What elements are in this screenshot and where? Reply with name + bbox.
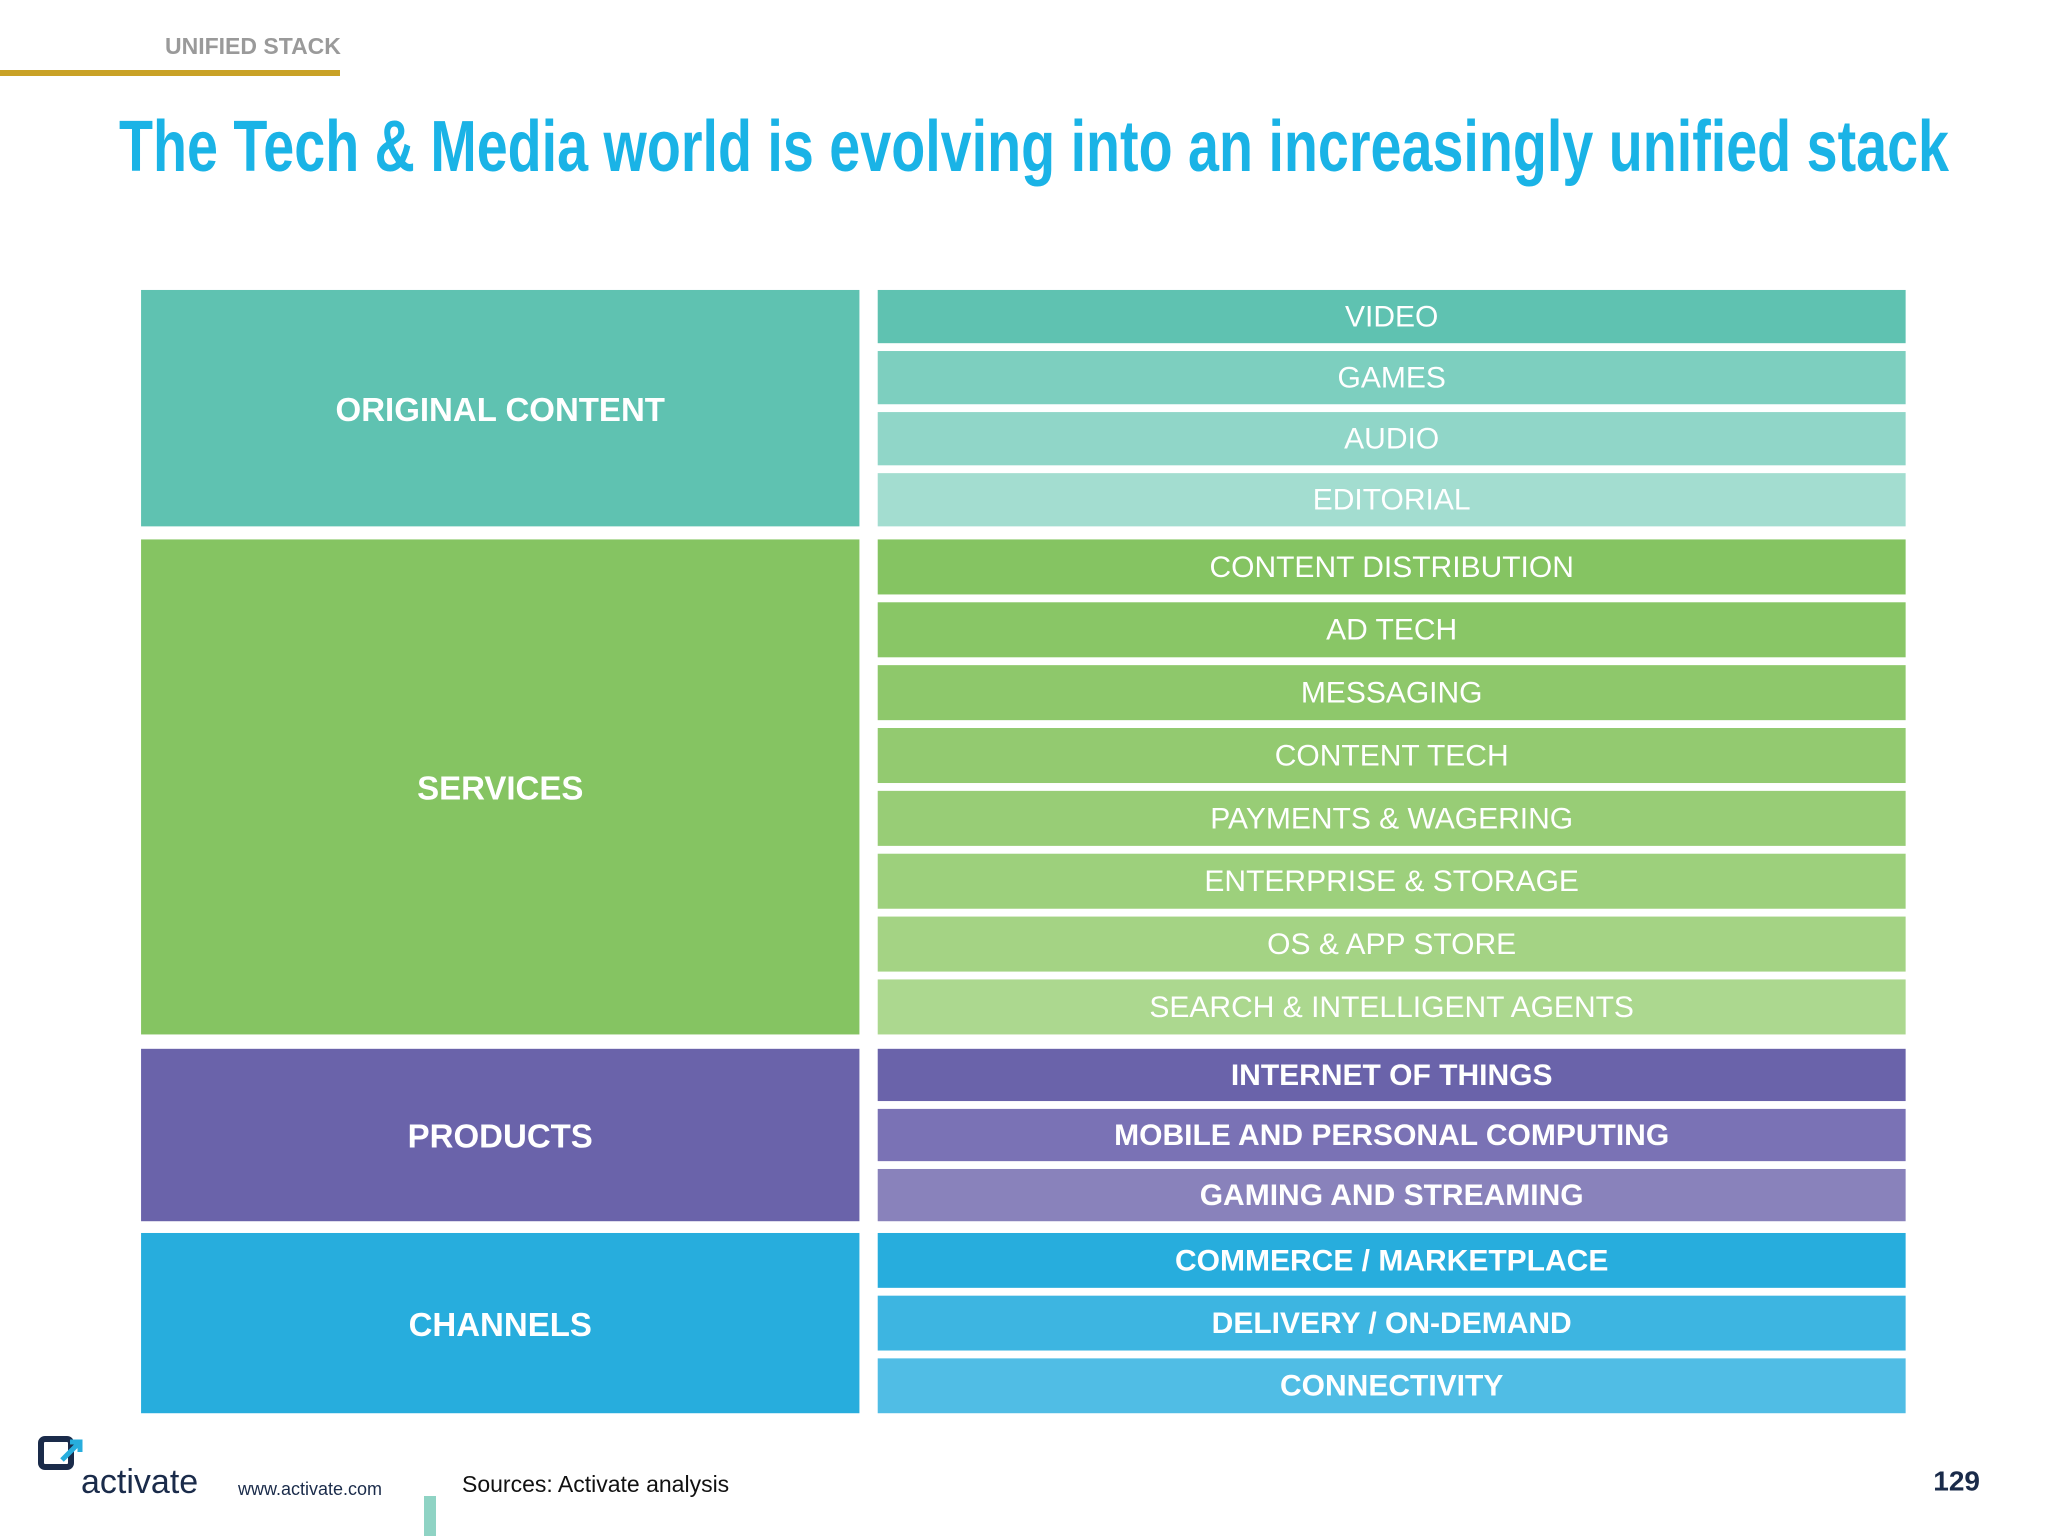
- group-label: PRODUCTS: [408, 1118, 593, 1155]
- section-label: UNIFIED STACK: [165, 33, 341, 59]
- stack-item: [877, 1048, 1906, 1102]
- group-label: ORIGINAL CONTENT: [336, 391, 665, 428]
- stack-item: [877, 1108, 1906, 1162]
- stack-item-label: AD TECH: [1326, 614, 1457, 647]
- source: Sources: Activate analysis: [462, 1471, 729, 1497]
- logo-icon: [38, 1436, 83, 1470]
- stack-item: [877, 1358, 1906, 1414]
- stack-item: [877, 728, 1906, 784]
- group-label: SERVICES: [417, 770, 583, 807]
- stack-item-label: GAMES: [1337, 362, 1445, 395]
- stack-item-label: PAYMENTS & WAGERING: [1210, 802, 1573, 835]
- stack-item: [877, 790, 1906, 846]
- stack-item-label: EDITORIAL: [1313, 484, 1471, 517]
- group-block: [141, 289, 860, 527]
- stack-item: [877, 539, 1906, 595]
- stack-item: [877, 853, 1906, 909]
- brand: activate: [81, 1463, 198, 1501]
- stack-item-label: COMMERCE / MARKETPLACE: [1175, 1244, 1608, 1277]
- stack-item-label: INTERNET OF THINGS: [1231, 1059, 1553, 1092]
- stack-item-label: GAMING AND STREAMING: [1200, 1179, 1584, 1212]
- stack-item-label: DELIVERY / ON-DEMAND: [1212, 1307, 1572, 1340]
- stack-item-label: OS & APP STORE: [1267, 928, 1516, 961]
- stack-item: [877, 602, 1906, 658]
- stack-item: [877, 979, 1906, 1035]
- stack-item: [877, 1232, 1906, 1288]
- group-block: [141, 1232, 860, 1414]
- stack-item: [877, 289, 1906, 344]
- page-number: 129: [1933, 1465, 1980, 1496]
- stack-item-label: CONTENT DISTRIBUTION: [1209, 551, 1573, 584]
- stack-item-label: ENTERPRISE & STORAGE: [1204, 865, 1579, 898]
- stack-item: [877, 412, 1906, 466]
- group-block: [141, 1048, 860, 1222]
- section-rule: [0, 70, 340, 76]
- url: www.activate.com: [237, 1479, 382, 1499]
- stack-item: [877, 473, 1906, 527]
- stack-item-label: AUDIO: [1344, 423, 1439, 456]
- stack-item-label: VIDEO: [1345, 300, 1438, 333]
- stack-item: [877, 351, 1906, 405]
- slide-title: The Tech & Media world is evolving into …: [119, 107, 1950, 187]
- stack-item-label: SEARCH & INTELLIGENT AGENTS: [1149, 991, 1634, 1024]
- stack-item: [877, 1295, 1906, 1351]
- stack-item-label: MOBILE AND PERSONAL COMPUTING: [1114, 1119, 1669, 1152]
- stack-item-label: CONNECTIVITY: [1280, 1370, 1503, 1403]
- stack-item-label: CONTENT TECH: [1275, 739, 1509, 772]
- group-block: [141, 539, 860, 1035]
- stack-item: [877, 1168, 1906, 1222]
- stack-item: [877, 665, 1906, 721]
- stack-item: [877, 916, 1906, 972]
- group-label: CHANNELS: [409, 1306, 592, 1343]
- footer-accent: [424, 1496, 436, 1536]
- stack-item-label: MESSAGING: [1301, 677, 1483, 710]
